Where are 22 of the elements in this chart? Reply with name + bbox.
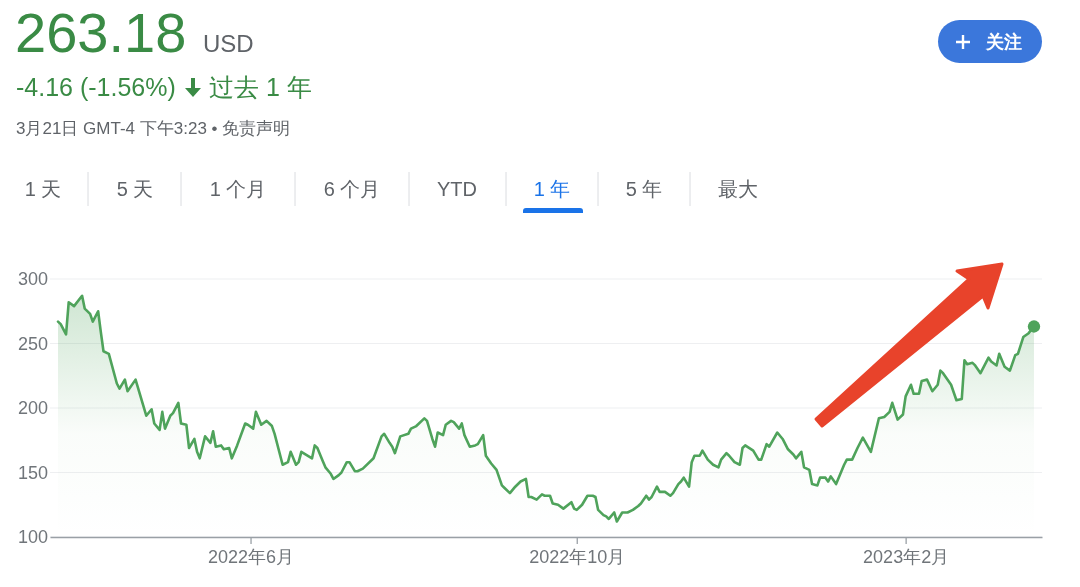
- text: 1 个月: [209, 178, 267, 200]
- y-tick-label: 100: [17, 527, 48, 548]
- text: USD: [203, 30, 254, 57]
- text: 过去 1 年: [209, 73, 312, 101]
- text: 5 年: [625, 178, 663, 200]
- text: 关注: [985, 32, 1022, 52]
- y-tick-label: 250: [17, 333, 48, 354]
- y-tick-label: 300: [17, 269, 48, 290]
- x-tick-label: 2022年10月: [529, 546, 626, 567]
- text: -4.16 (-1.56%): [16, 73, 176, 101]
- x-tick-label: 2023年2月: [863, 546, 950, 567]
- x-tick-label: 2022年6月: [208, 546, 295, 567]
- text: 5 天: [116, 178, 154, 200]
- text: YTD: [437, 178, 477, 200]
- text: 最大: [718, 178, 758, 200]
- text: 1 天: [24, 178, 62, 200]
- text: 3月21日 GMT-4 下午3:23 • 免责声明: [16, 119, 291, 138]
- y-tick-label: 150: [17, 462, 48, 483]
- chart-title: 263.18: [15, 1, 187, 64]
- text: 1 年: [533, 178, 571, 200]
- y-tick-label: 200: [17, 398, 48, 419]
- text: 6 个月: [323, 178, 381, 200]
